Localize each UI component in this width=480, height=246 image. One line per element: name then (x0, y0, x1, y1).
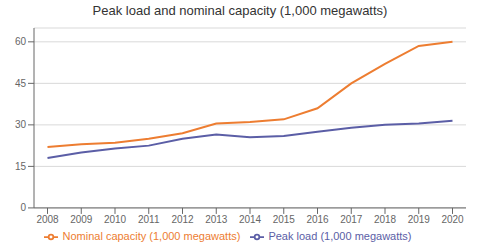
svg-text:2016: 2016 (306, 214, 329, 225)
html-text:Peak load and nominal capacity: Peak load and nominal capacity (1,000 me… (92, 3, 388, 18)
html-text:Peak load (1,000 megawatts): Peak load (1,000 megawatts) (268, 229, 412, 242)
svg-text:2008: 2008 (36, 214, 59, 225)
svg-text:2014: 2014 (239, 214, 262, 225)
svg-text:60: 60 (15, 36, 27, 47)
svg-text:30: 30 (15, 119, 27, 130)
svg-text:2010: 2010 (104, 214, 127, 225)
svg-text:2019: 2019 (408, 214, 431, 225)
svg-text:15: 15 (15, 161, 27, 172)
svg-text:2015: 2015 (273, 214, 296, 225)
svg-text:2009: 2009 (70, 214, 93, 225)
svg-text:2011: 2011 (138, 214, 160, 225)
svg-text:0: 0 (20, 202, 26, 213)
svg-text:2012: 2012 (171, 214, 194, 225)
svg-text:45: 45 (15, 78, 27, 89)
html-text:Nominal capacity (1,000 megawa: Nominal capacity (1,000 megawatts) (62, 229, 241, 242)
svg-text:2017: 2017 (340, 214, 363, 225)
svg-text:2013: 2013 (205, 214, 228, 225)
svg-text:2018: 2018 (374, 214, 397, 225)
svg-text:2020: 2020 (441, 214, 464, 225)
